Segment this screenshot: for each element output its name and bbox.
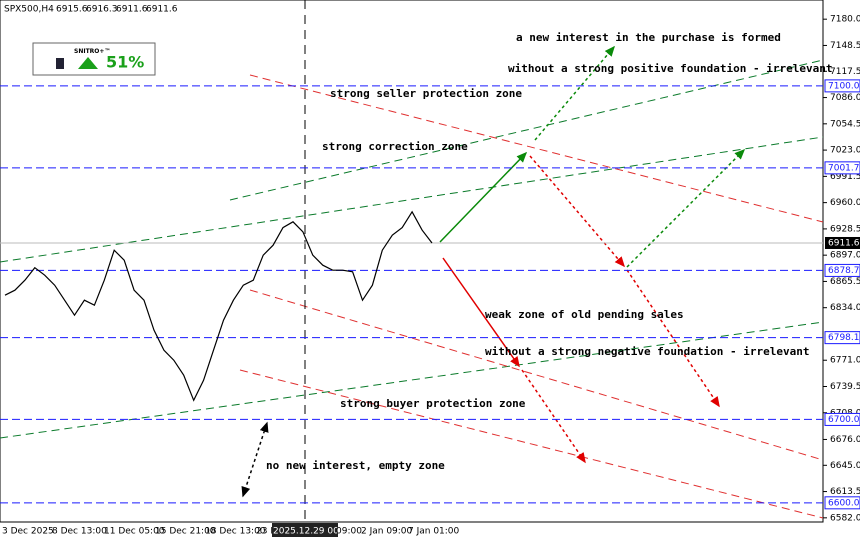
y-tick-label: 6928.5 xyxy=(830,224,860,234)
level-label: 7100.0 xyxy=(828,81,860,91)
x-tick-label: 8 Dec 13:00 xyxy=(52,527,107,537)
plot-area xyxy=(0,0,824,523)
annotation: a new interest in the purchase is formed xyxy=(516,31,781,44)
high: 6916.3 xyxy=(86,5,118,15)
y-tick-label: 6865.5 xyxy=(830,277,860,287)
open: 6915.6 xyxy=(56,5,88,15)
y-tick-label: 7054.5 xyxy=(830,119,860,129)
low: 6911.6 xyxy=(116,5,148,15)
price-series xyxy=(4,210,433,402)
level-label: 6878.7 xyxy=(828,266,860,276)
x-tick-label: 18 Dec 13:00 xyxy=(205,527,266,537)
y-tick-label: 7180.0 xyxy=(830,15,860,25)
y-tick-label: 6834.0 xyxy=(830,303,860,313)
level-label: 6798.1 xyxy=(828,333,860,343)
annotation: without a strong positive foundation - i… xyxy=(508,62,833,75)
x-tick-label: 2025.12.29 00:00 xyxy=(273,527,354,537)
x-tick-label: 11 Dec 05:00 xyxy=(104,527,165,537)
level-box xyxy=(824,161,860,175)
price-label: 6911.6 xyxy=(828,238,860,248)
y-tick-label: 6613.5 xyxy=(830,487,860,497)
x-label-box xyxy=(272,523,338,537)
level-box xyxy=(824,412,860,426)
x-tick-label: 7 Jan 01:00 xyxy=(408,527,460,537)
x-tick-label: 3 Dec 2025 xyxy=(2,527,54,537)
annotation: no new interest, empty zone xyxy=(266,459,445,472)
annotation: strong buyer protection zone xyxy=(340,397,526,410)
level-label: 6600.0 xyxy=(828,498,860,508)
y-tick-label: 6897.0 xyxy=(830,251,860,261)
close: 6911.6 xyxy=(146,5,178,15)
level-box xyxy=(824,331,860,345)
y-tick-label: 6960.0 xyxy=(830,198,860,208)
annotation: without a strong negative foundation - i… xyxy=(485,345,810,358)
level-box xyxy=(824,79,860,93)
indicator-name: SNITRO+™ xyxy=(74,48,110,55)
y-tick-label: 6991.5 xyxy=(830,172,860,182)
x-tick-label: 23 D xyxy=(256,527,277,537)
indicator-arrow xyxy=(78,57,98,69)
y-tick-label: 7023.0 xyxy=(830,146,860,156)
x-tick-label: 15 Dec 21:00 xyxy=(155,527,216,537)
y-tick-label: 6582.0 xyxy=(830,513,860,523)
level-box xyxy=(824,263,860,277)
y-tick-label: 6739.5 xyxy=(830,382,860,392)
y-tick-label: 6645.0 xyxy=(830,461,860,471)
annotations: a new interest in the purchase is formed… xyxy=(266,31,833,472)
series-layer xyxy=(0,85,823,504)
price-box xyxy=(825,236,860,249)
x-tick-label: 2 Jan 09:00 xyxy=(361,527,413,537)
y-tick-label: 7148.5 xyxy=(830,41,860,51)
indicator-value: 51% xyxy=(106,53,144,72)
level-box xyxy=(824,496,860,510)
annotation: weak zone of old pending sales xyxy=(485,308,684,321)
y-tick-label: 7117.5 xyxy=(830,67,860,77)
indicator-widget: SNITRO+™ 51% xyxy=(32,42,156,76)
y-tick-label: 7086.0 xyxy=(830,93,860,103)
x-tick-label: 09:00 xyxy=(336,527,362,537)
level-label: 7001.7 xyxy=(828,163,860,173)
y-tick-label: 6676.0 xyxy=(830,435,860,445)
annotation: strong correction zone xyxy=(322,140,468,153)
level-label: 6700.0 xyxy=(828,415,860,425)
chart-title: SPX500,H4 xyxy=(4,5,54,15)
annotation: strong seller protection zone xyxy=(330,87,522,100)
y-tick-label: 6771.0 xyxy=(830,356,860,366)
trend-lines xyxy=(0,0,824,522)
